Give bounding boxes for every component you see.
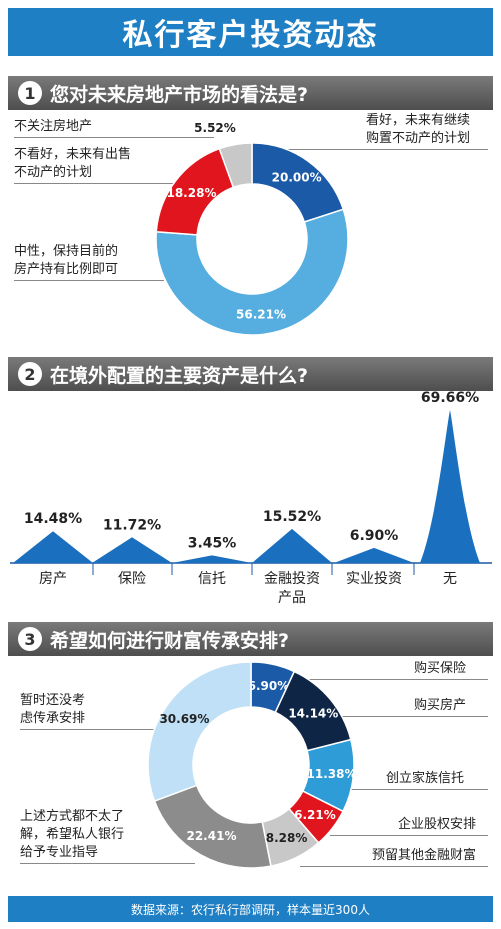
section-1-header: 1 您对未来房地产市场的看法是? [8,76,493,110]
inherit-slice-6 [147,661,252,802]
label-bearish-1: 不看好，未来有出售 [14,147,132,162]
page-title: 私行客户投资动态 [122,18,379,53]
assets-peak-2 [172,555,252,563]
assets-value-label-4: 6.90% [350,528,399,544]
label-bullish-1: 看好，未来有继续 [366,113,471,128]
label-buy-insurance: 购买保险 [414,661,467,676]
underline-equity [330,835,488,836]
assets-category-label-3-0: 金融投资 [264,571,320,587]
data-source: 数据来源：农行私行部调研，样本量近300人 [131,902,370,917]
assets-value-label-0: 14.48% [24,511,82,527]
label-equity: 企业股权安排 [398,817,477,832]
underline-bearish [14,183,179,184]
section-3-number: 3 [18,627,42,651]
section-1-question: 您对未来房地产市场的看法是? [50,83,309,106]
assets-category-label-0-0: 房产 [39,571,67,587]
section-3-question: 希望如何进行财富传承安排? [50,629,290,652]
assets-peak-3 [252,528,332,563]
underline-not-concerned [14,137,214,138]
underline-not-considered [20,729,170,730]
label-need-guidance-3: 给予专业指导 [20,845,99,860]
label-not-considered-1: 暂时还没考 [20,693,86,708]
underline-buy-insurance [290,679,488,680]
label-not-concerned: 不关注房地产 [14,119,93,134]
label-family-trust: 创立家族信托 [386,771,465,786]
assets-value-label-5: 69.66% [421,390,479,406]
underline-bullish [276,149,488,150]
label-need-guidance-2: 解，希望私人银行 [20,827,125,842]
label-not-considered-2: 虑传承安排 [20,711,86,726]
outlook-slice-3 [218,142,253,189]
assets-peak-0 [13,531,93,563]
assets-category-label-1-0: 保险 [118,571,146,587]
underline-need-guidance [20,863,195,864]
assets-value-label-2: 3.45% [188,535,237,551]
section-2-header: 2 在境外配置的主要资产是什么? [8,357,493,391]
assets-value-label-3: 15.52% [263,509,321,525]
assets-category-label-2-0: 信托 [198,571,226,587]
label-neutral-2: 房产持有比例即可 [14,262,119,277]
section-2-question: 在境外配置的主要资产是什么? [50,364,309,387]
underline-other-financial [300,866,488,867]
inherit-value-label-0: 6.90% [248,679,290,693]
inherit-value-label-1: 14.14% [288,706,338,720]
section-3-header: 3 希望如何进行财富传承安排? [8,622,493,656]
label-bearish-2: 不动产的计划 [14,165,93,180]
inherit-value-label-6: 30.69% [159,712,209,726]
inherit-value-label-4: 8.28% [266,831,308,845]
outlook-value-label-1: 56.21% [236,308,286,322]
inherit-slice-5 [153,784,272,869]
inherit-value-label-5: 22.41% [186,829,236,843]
section-2-number: 2 [18,362,42,386]
assets-peak-1 [92,537,172,563]
assets-peak-4 [334,547,414,563]
underline-neutral [14,280,164,281]
outlook-slice-1 [155,208,349,336]
assets-value-label-1: 11.72% [103,517,161,533]
assets-category-label-5-0: 无 [443,571,457,587]
label-other-financial: 预留其他金融财富 [372,848,477,863]
assets-category-label-3-1: 产品 [278,590,306,606]
assets-category-label-4-0: 实业投资 [346,571,402,587]
outlook-value-label-0: 20.00% [272,171,322,185]
underline-buy-property [330,716,488,717]
inherit-value-label-3: 6.21% [294,808,336,822]
label-need-guidance-1: 上述方式都不太了 [20,809,125,824]
label-neutral-1: 中性，保持目前的 [14,244,119,259]
inherit-value-label-2: 11.38% [307,767,357,781]
label-bullish-2: 购置不动产的计划 [366,131,471,146]
title-banner: 私行客户投资动态 [8,8,493,56]
section-1-number: 1 [18,81,42,105]
assets-peak-5 [420,410,480,563]
underline-family-trust [350,789,488,790]
label-buy-property: 购买房产 [414,698,467,713]
footer-bar: 数据来源：农行私行部调研，样本量近300人 [8,896,493,922]
outlook-value-label-2: 18.28% [166,186,216,200]
outlook-value-label-3: 5.52% [194,121,236,135]
